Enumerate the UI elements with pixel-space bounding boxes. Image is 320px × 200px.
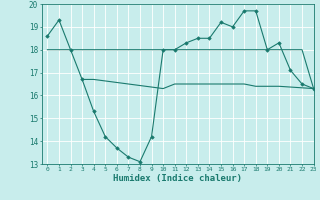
X-axis label: Humidex (Indice chaleur): Humidex (Indice chaleur) [113,174,242,183]
